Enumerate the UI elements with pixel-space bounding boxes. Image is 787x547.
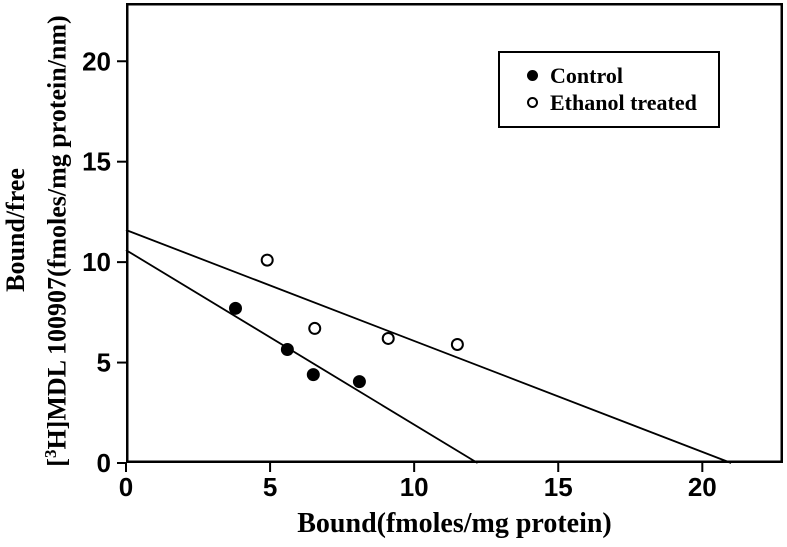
plot-border (126, 3, 783, 463)
y-axis-label-line2: [3H]MDL 100907(fmoles/mg protein/nm) (36, 4, 72, 478)
y-tick-label: 5 (97, 348, 111, 378)
legend-item-ethanol: Ethanol treated (500, 89, 718, 116)
plot-area: 0 5 10 15 20 0 5 10 15 20 (82, 3, 783, 502)
data-point-control (229, 301, 242, 315)
legend-label-ethanol: Ethanol treated (550, 89, 697, 115)
isotope-superscript: 3 (41, 449, 60, 459)
legend-item-control: Control (500, 62, 718, 89)
legend: Control Ethanol treated (498, 51, 720, 128)
legend-label-control: Control (550, 62, 623, 88)
y-axis-label-units: H]MDL 100907(fmoles/mg protein/nm) (42, 15, 72, 450)
data-point-ethanol-treated (450, 337, 464, 351)
fit-line-control (125, 249, 479, 464)
x-tick-label: 5 (263, 472, 277, 502)
isotope-bracket: [ (42, 458, 72, 467)
x-tick-label: 15 (544, 472, 573, 502)
y-tick-label: 20 (82, 46, 111, 76)
open-circle-marker-icon (527, 97, 538, 108)
filled-circle-marker-icon (527, 70, 538, 81)
data-point-control (352, 375, 366, 389)
x-axis-label: Bound(fmoles/mg protein) (297, 508, 612, 539)
y-axis-label-text: Bound/free (1, 168, 30, 292)
x-tick-label: 10 (400, 472, 429, 502)
x-tick-label: 0 (119, 472, 133, 502)
data-point-control (306, 368, 320, 382)
x-tick-label: 20 (688, 472, 717, 502)
y-tick-label: 10 (82, 247, 111, 277)
data-point-ethanol-treated (308, 321, 322, 335)
data-point-control (280, 343, 294, 357)
y-tick-label: 15 (82, 147, 111, 177)
data-point-ethanol-treated (381, 331, 395, 345)
y-axis-label-line1: Bound/free (1, 0, 31, 460)
chart-canvas: 0 5 10 15 20 0 5 10 15 20 (82, 3, 783, 502)
data-point-ethanol-treated (260, 253, 274, 267)
y-tick-label: 0 (97, 448, 111, 478)
fit-line-ethanol-treated (125, 229, 732, 464)
